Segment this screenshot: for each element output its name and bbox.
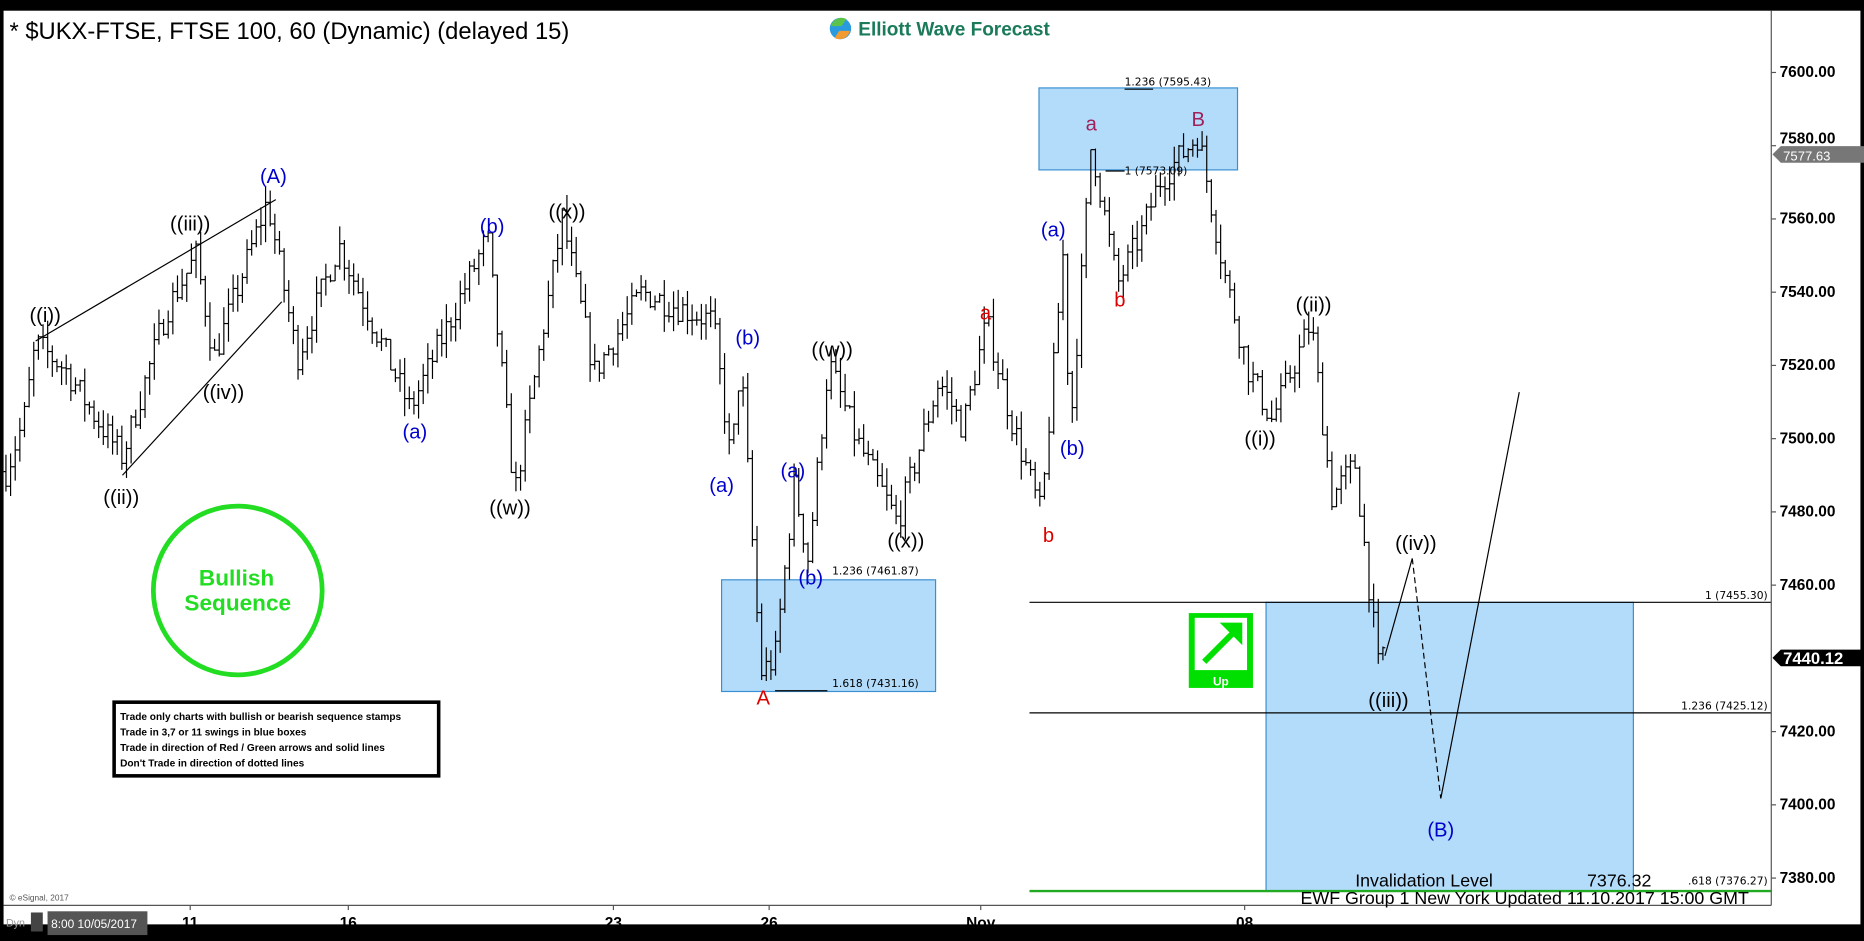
wave-label: (b) bbox=[1060, 438, 1085, 460]
projection-line bbox=[1384, 558, 1413, 657]
y-tick-label: 7580.00 bbox=[1780, 130, 1836, 147]
y-tick-label: 7520.00 bbox=[1780, 357, 1836, 374]
x-tick-label: 08 bbox=[1236, 915, 1254, 932]
target-blue-box bbox=[1265, 601, 1634, 892]
fib-label: 1.236 (7425.12) bbox=[1681, 699, 1768, 712]
wave-label: ((w)) bbox=[489, 497, 530, 519]
wave-label: a bbox=[1086, 114, 1098, 136]
x-tick-label: 23 bbox=[605, 915, 623, 932]
y-tick-label: 7380.00 bbox=[1780, 870, 1836, 887]
date-axis: 11 16 23 26 Nov 08 bbox=[182, 905, 1254, 932]
y-tick-label: 7480.00 bbox=[1780, 504, 1836, 521]
projection-dotted-line bbox=[1411, 558, 1442, 799]
wave-label: (a) bbox=[709, 475, 734, 497]
wave-label: ((w)) bbox=[811, 339, 852, 361]
arrow-up-right-icon bbox=[1202, 622, 1243, 664]
bullish-sequence-stamp: Bullish Sequence bbox=[150, 503, 325, 678]
fib-label: 1 (7573.09) bbox=[1125, 165, 1188, 178]
price-tag bbox=[1772, 146, 1864, 163]
brand-name: Elliott Wave Forecast bbox=[858, 20, 1050, 41]
wave-label: B bbox=[1192, 109, 1205, 131]
svg-text:Trade in 3,7 or 11 swings in b: Trade in 3,7 or 11 swings in blue boxes bbox=[120, 727, 307, 738]
price-tag-label: 7577.63 bbox=[1783, 148, 1830, 163]
wave-label: ((iv)) bbox=[203, 382, 244, 404]
y-tick-label: 7540.00 bbox=[1780, 284, 1836, 301]
y-tick-label: 7560.00 bbox=[1780, 211, 1836, 228]
wave-label: ((iv)) bbox=[1395, 533, 1436, 555]
target-blue-box bbox=[720, 579, 937, 693]
price-tag bbox=[1772, 649, 1864, 667]
wedge-trendline bbox=[35, 199, 277, 342]
x-tick-label: 16 bbox=[340, 915, 358, 932]
brand-logo: Elliott Wave Forecast bbox=[829, 17, 1050, 41]
price-bars bbox=[3, 131, 1386, 682]
svg-text:Don't Trade in direction of do: Don't Trade in direction of dotted lines bbox=[120, 758, 305, 769]
svg-text:Trade in direction of Red / Gr: Trade in direction of Red / Green arrows… bbox=[120, 743, 385, 754]
wave-label: (a) bbox=[403, 421, 428, 443]
fib-label: 1.236 (7595.43) bbox=[1125, 76, 1212, 89]
wave-label: (b) bbox=[735, 328, 760, 350]
invalidation-label: Invalidation Level bbox=[1355, 870, 1493, 890]
chart-title: * $UKX-FTSE, FTSE 100, 60 (Dynamic) (del… bbox=[10, 18, 570, 45]
price-axis: 7600.00 7580.00 7560.00 7540.00 7520.00 7500.… bbox=[1771, 64, 1864, 887]
wave-label: (a) bbox=[781, 461, 806, 483]
wave-label: ((ii)) bbox=[1296, 294, 1332, 316]
wave-label: ((i)) bbox=[1244, 429, 1275, 451]
wave-label: ((x)) bbox=[549, 202, 586, 224]
up-arrow-stamp: Up bbox=[1188, 613, 1253, 689]
start-date: 8:00 10/05/2017 bbox=[51, 917, 137, 931]
fib-label: 1.618 (7431.16) bbox=[832, 677, 919, 690]
svg-text:Bullish: Bullish bbox=[199, 566, 274, 591]
wave-label: (A) bbox=[260, 166, 287, 188]
wave-label: ((iii)) bbox=[170, 214, 210, 236]
x-tick-label: Nov bbox=[966, 915, 996, 932]
svg-text:Up: Up bbox=[1213, 675, 1229, 689]
y-tick-label: 7500.00 bbox=[1780, 430, 1836, 447]
wave-label: (b) bbox=[798, 568, 823, 590]
x-tick-label: 26 bbox=[761, 915, 779, 932]
y-tick-label: 7420.00 bbox=[1780, 723, 1836, 740]
wave-label: ((x)) bbox=[887, 531, 924, 553]
trading-rules-box: Trade only charts with bullish or bearis… bbox=[112, 700, 441, 778]
wave-label: b bbox=[1114, 290, 1125, 312]
dyn-label: Dyn bbox=[6, 918, 25, 930]
wave-label: b bbox=[1043, 525, 1054, 547]
fib-label: .618 (7376.27) bbox=[1688, 875, 1768, 888]
wedge-trendline bbox=[122, 301, 283, 476]
y-tick-label: 7460.00 bbox=[1780, 577, 1836, 594]
fib-label: 1 (7455.30) bbox=[1705, 589, 1768, 602]
svg-text:Trade only charts with bullish: Trade only charts with bullish or bearis… bbox=[120, 712, 401, 723]
target-blue-box bbox=[1038, 87, 1239, 171]
wave-label: a bbox=[980, 303, 992, 325]
wave-label: (B) bbox=[1427, 819, 1454, 841]
svg-text:Sequence: Sequence bbox=[184, 591, 291, 616]
updated-stamp: EWF Group 1 New York Updated 11.10.2017 … bbox=[1301, 888, 1749, 908]
y-tick-label: 7600.00 bbox=[1780, 64, 1836, 81]
wave-label: ((i)) bbox=[29, 305, 60, 327]
invalidation-value: 7376.32 bbox=[1587, 870, 1651, 890]
wave-label: (a) bbox=[1041, 219, 1066, 241]
x-tick-label: 11 bbox=[182, 915, 199, 932]
y-tick-label: 7400.00 bbox=[1780, 797, 1836, 814]
wave-label: ((iii)) bbox=[1368, 690, 1408, 712]
wave-label: A bbox=[756, 688, 770, 710]
wave-label: ((ii)) bbox=[103, 487, 139, 509]
projection-line bbox=[1440, 391, 1520, 799]
wave-label: (b) bbox=[480, 216, 505, 238]
copyright: © eSignal, 2017 bbox=[10, 893, 70, 903]
fib-label: 1.236 (7461.87) bbox=[832, 565, 919, 578]
price-tag-label: 7440.12 bbox=[1783, 649, 1843, 668]
